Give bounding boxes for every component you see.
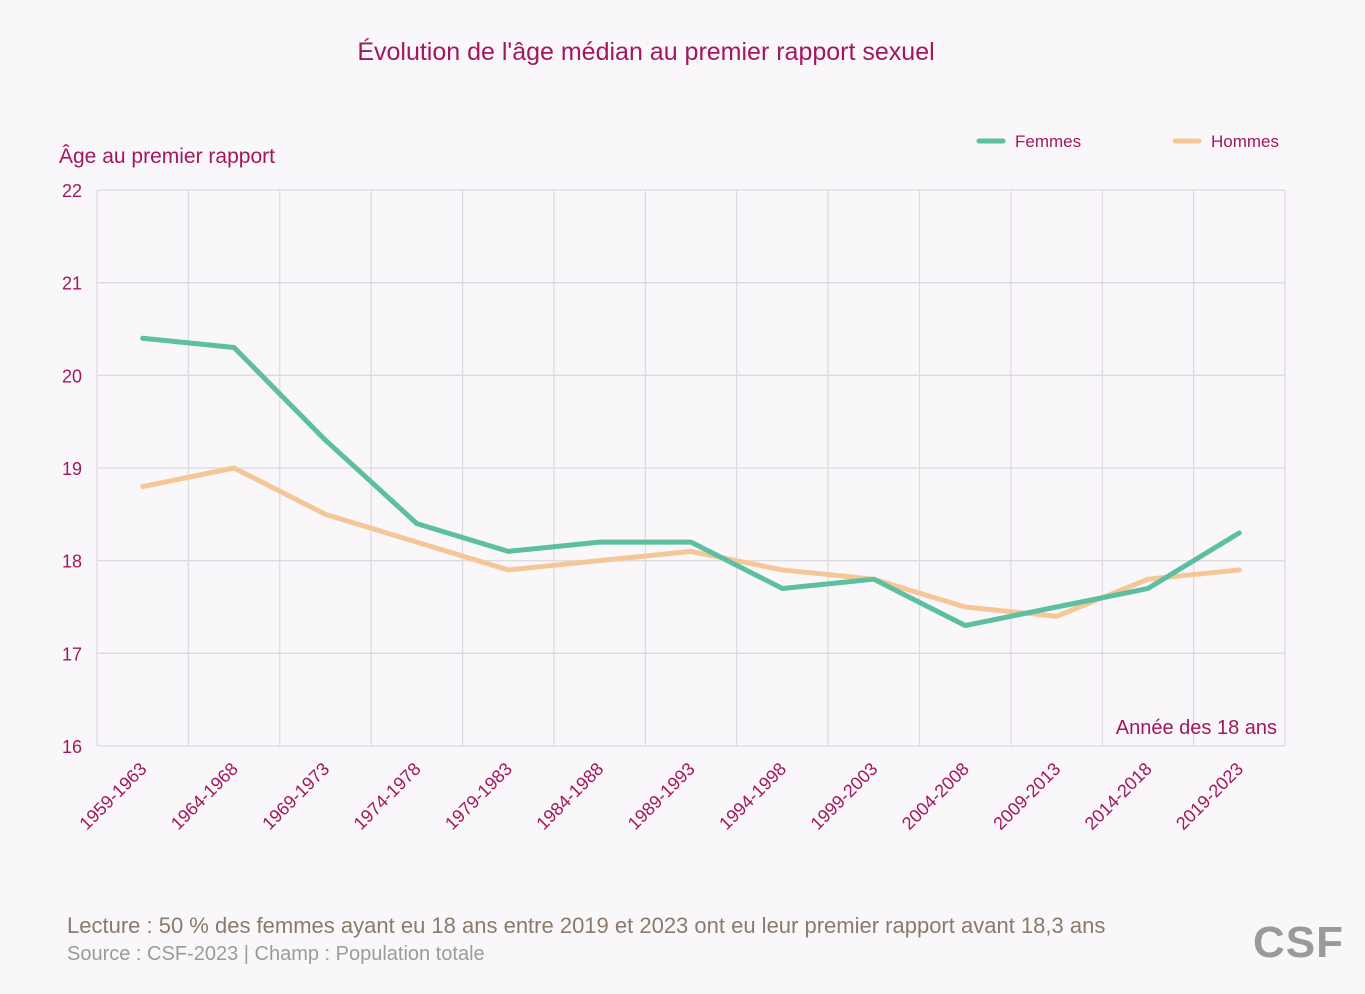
x-tick-label: 1984-1988	[532, 759, 607, 834]
x-tick-label: 1999-2003	[807, 759, 882, 834]
grid	[96, 189, 1286, 747]
x-tick-label: 2019-2023	[1172, 759, 1247, 834]
x-tick-label: 1964-1968	[167, 759, 242, 834]
x-ticks: 1959-1963 1964-1968 1969-1973 1974-1978 1979…	[76, 759, 1248, 834]
y-tick-label: 20	[62, 366, 82, 386]
source-note: Source : CSF-2023 | Champ : Population t…	[67, 943, 485, 965]
x-axis-label: Année des 18 ans	[1116, 717, 1277, 739]
x-tick-label: 1994-1998	[715, 759, 790, 834]
series-line-femmes	[140, 335, 1242, 629]
x-tick-label: 2014-2018	[1081, 759, 1156, 834]
line-chart: Évolution de l'âge médian au premier rap…	[59, 37, 1286, 834]
y-tick-label: 21	[62, 274, 82, 294]
x-tick-label: 1969-1973	[258, 759, 333, 834]
chart-title: Évolution de l'âge médian au premier rap…	[357, 37, 934, 66]
x-tick-label: 1974-1978	[350, 759, 425, 834]
x-tick-label: 1959-1963	[76, 759, 151, 834]
x-tick-label: 1989-1993	[624, 759, 699, 834]
y-tick-label: 19	[62, 459, 82, 479]
x-tick-label: 2004-2008	[898, 759, 973, 834]
reading-note: Lecture : 50 % des femmes ayant eu 18 an…	[67, 913, 1106, 938]
legend-label-femmes: Femmes	[1015, 132, 1081, 151]
series-lines	[140, 335, 1242, 629]
y-tick-label: 22	[62, 181, 82, 201]
y-tick-label: 18	[62, 552, 82, 572]
x-tick-label: 1979-1983	[441, 759, 516, 834]
legend: Femmes Hommes	[976, 132, 1279, 151]
csf-logo: CSF	[1253, 918, 1344, 967]
y-tick-label: 16	[62, 737, 82, 757]
legend-label-hommes: Hommes	[1211, 132, 1279, 151]
y-tick-label: 17	[62, 644, 82, 664]
x-tick-label: 2009-2013	[989, 759, 1064, 834]
y-ticks: 16 17 18 19 20 21 22	[62, 181, 82, 757]
y-axis-label: Âge au premier rapport	[59, 145, 275, 168]
